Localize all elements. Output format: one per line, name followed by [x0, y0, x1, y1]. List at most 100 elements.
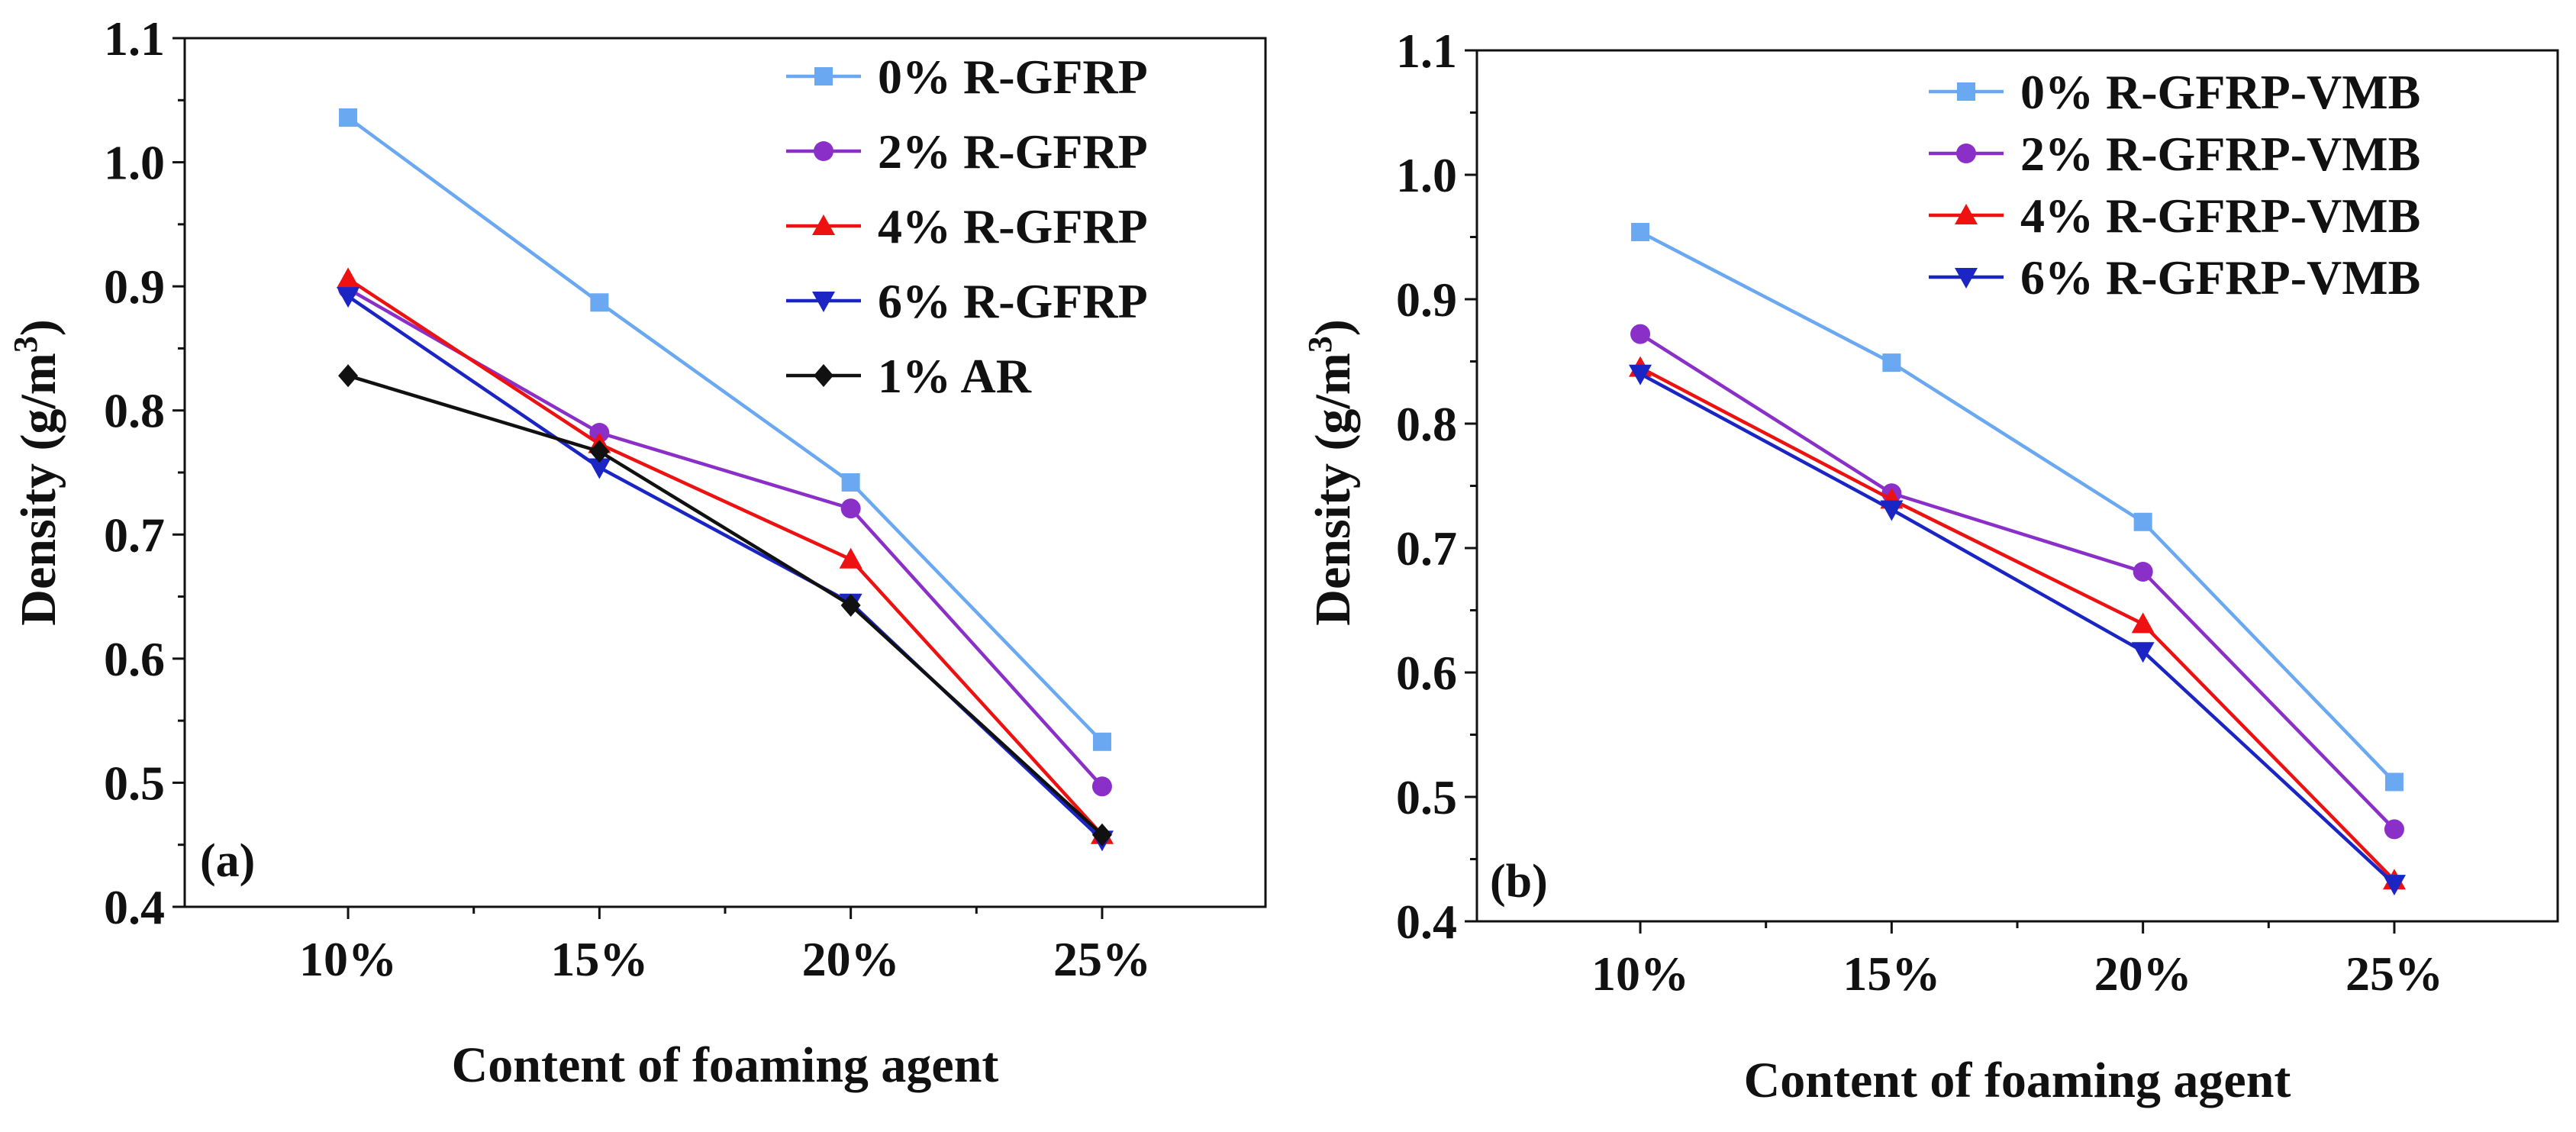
- y-axis-label: Density (g/m3): [1301, 319, 1361, 625]
- legend-label: 2% R-GFRP: [878, 124, 1148, 179]
- series-line: [1639, 230, 2396, 784]
- series-0: [339, 108, 1111, 751]
- x-tick-label: 10%: [1591, 947, 1689, 1001]
- legend-item: 2% R-GFRP: [786, 124, 1148, 179]
- x-axis: 10% 15% 20% 25%: [299, 907, 1151, 986]
- y-tick-label: 0.6: [1396, 646, 1457, 700]
- legend-marker: [1955, 204, 1978, 224]
- y-tick-label: 0.9: [1396, 273, 1457, 327]
- data-point: [2133, 512, 2152, 531]
- x-tick-label: 20%: [2094, 947, 2192, 1001]
- legend-label: 0% R-GFRP-VMB: [2020, 65, 2420, 119]
- y-tick-label: 0.7: [104, 508, 165, 562]
- series-line: [1639, 332, 2396, 830]
- legend-item: 4% R-GFRP: [786, 199, 1148, 253]
- data-point: [2131, 642, 2155, 663]
- y-axis: 0.4 0.5 0.6 0.7 0.8 0.9 1.0 1.1: [1396, 24, 1477, 949]
- data-point: [2384, 772, 2404, 792]
- y-tick-label: 0.6: [104, 632, 165, 686]
- data-point: [1091, 776, 1112, 797]
- data-point: [841, 473, 860, 492]
- y-tick-label: 0.4: [104, 880, 165, 934]
- legend-label: 6% R-GFRP-VMB: [2020, 250, 2420, 305]
- y-tick-label: 0.4: [1396, 895, 1457, 949]
- x-tick-label: 25%: [1053, 932, 1151, 986]
- data-point: [839, 547, 862, 569]
- data-point: [1091, 823, 1112, 847]
- x-axis-label: Content of foaming agent: [452, 1037, 999, 1093]
- legend-item: 2% R-GFRP-VMB: [1929, 127, 2420, 181]
- legend-marker: [814, 364, 833, 387]
- series-3: [1629, 364, 2406, 896]
- series-line: [1639, 372, 2396, 885]
- data-point: [1092, 732, 1111, 751]
- x-tick-label: 15%: [1843, 947, 1940, 1001]
- x-tick-label: 25%: [2345, 947, 2443, 1001]
- data-point: [2384, 819, 2404, 840]
- legend-item: 0% R-GFRP: [786, 50, 1148, 104]
- data-point: [840, 593, 861, 617]
- x-tick-label: 10%: [299, 932, 397, 986]
- legend-marker: [812, 214, 835, 235]
- data-point: [339, 108, 358, 127]
- data-point: [2382, 875, 2406, 896]
- legend-label: 4% R-GFRP-VMB: [2020, 189, 2420, 243]
- data-point: [337, 267, 360, 289]
- data-point: [1630, 324, 1651, 344]
- legend-item: 6% R-GFRP: [786, 274, 1148, 328]
- legend-marker: [1956, 144, 1976, 163]
- y-tick-label: 0.9: [104, 260, 165, 314]
- legend-marker: [1955, 268, 1978, 289]
- y-tick-label: 1.0: [1396, 148, 1457, 202]
- legend-label: 0% R-GFRP: [878, 50, 1148, 104]
- series-line: [347, 277, 1104, 837]
- data-point: [590, 293, 609, 312]
- y-tick-label: 0.5: [104, 756, 165, 810]
- legend-marker: [814, 67, 833, 85]
- legend-label: 2% R-GFRP-VMB: [2020, 127, 2420, 181]
- legend-item: 1% AR: [786, 349, 1032, 403]
- y-tick-label: 1.1: [1396, 24, 1457, 78]
- series-line: [347, 374, 1104, 837]
- chart-panel-b: 0.4 0.5 0.6 0.7 0.8 0.9 1.0 1.1 10% 15% 20% 25% Cont…: [1301, 24, 2559, 1108]
- y-tick-label: 0.8: [104, 384, 165, 438]
- data-point: [337, 287, 360, 308]
- y-axis-label-superscript: 3: [7, 336, 44, 353]
- y-axis-label-main: Density (g/m: [1305, 353, 1361, 625]
- data-point: [1880, 500, 1904, 521]
- chart-panel-a: 0.4 0.5 0.6 0.7 0.8 0.9 1.0 1.1 10% 15% 20% 25% Cont…: [7, 11, 1267, 1093]
- legend-marker: [812, 292, 835, 312]
- data-point: [2133, 561, 2153, 582]
- x-axis: 10% 15% 20% 25%: [1591, 921, 2443, 1001]
- legend-marker: [1957, 82, 1975, 101]
- data-point: [1882, 353, 1901, 372]
- y-axis-label-superscript: 3: [1301, 336, 1339, 353]
- series-2: [1629, 356, 2406, 890]
- legend-item: 0% R-GFRP-VMB: [1929, 65, 2420, 119]
- x-axis-label: Content of foaming agent: [1744, 1053, 2291, 1108]
- legend-label: 1% AR: [878, 349, 1032, 403]
- series-4: [338, 364, 1112, 847]
- y-tick-label: 0.8: [1396, 397, 1457, 451]
- legend-item: 6% R-GFRP-VMB: [1929, 250, 2420, 305]
- y-axis-label-tail: ): [1305, 319, 1361, 336]
- panel-label: (a): [200, 835, 255, 887]
- panel-label: (b): [1490, 856, 1548, 908]
- legend: 0% R-GFRP-VMB 2% R-GFRP-VMB 4% R-GFRP-VMB 6…: [1929, 65, 2420, 305]
- series-line: [347, 116, 1104, 743]
- legend-label: 4% R-GFRP: [878, 199, 1148, 253]
- legend-marker: [814, 141, 833, 161]
- data-point: [589, 440, 610, 463]
- y-axis-label: Density (g/m3): [7, 319, 66, 625]
- x-tick-label: 15%: [550, 932, 648, 986]
- data-point: [1629, 364, 1652, 385]
- y-axis-label-tail: ): [11, 319, 66, 336]
- y-axis: 0.4 0.5 0.6 0.7 0.8 0.9 1.0 1.1: [104, 11, 185, 934]
- data-point: [588, 458, 611, 479]
- x-tick-label: 20%: [802, 932, 900, 986]
- data-point: [2131, 612, 2155, 634]
- legend: 0% R-GFRP 2% R-GFRP 4% R-GFRP 6% R-GFRP 1% A…: [786, 50, 1148, 403]
- data-point: [840, 498, 861, 519]
- series-0: [1631, 222, 2404, 792]
